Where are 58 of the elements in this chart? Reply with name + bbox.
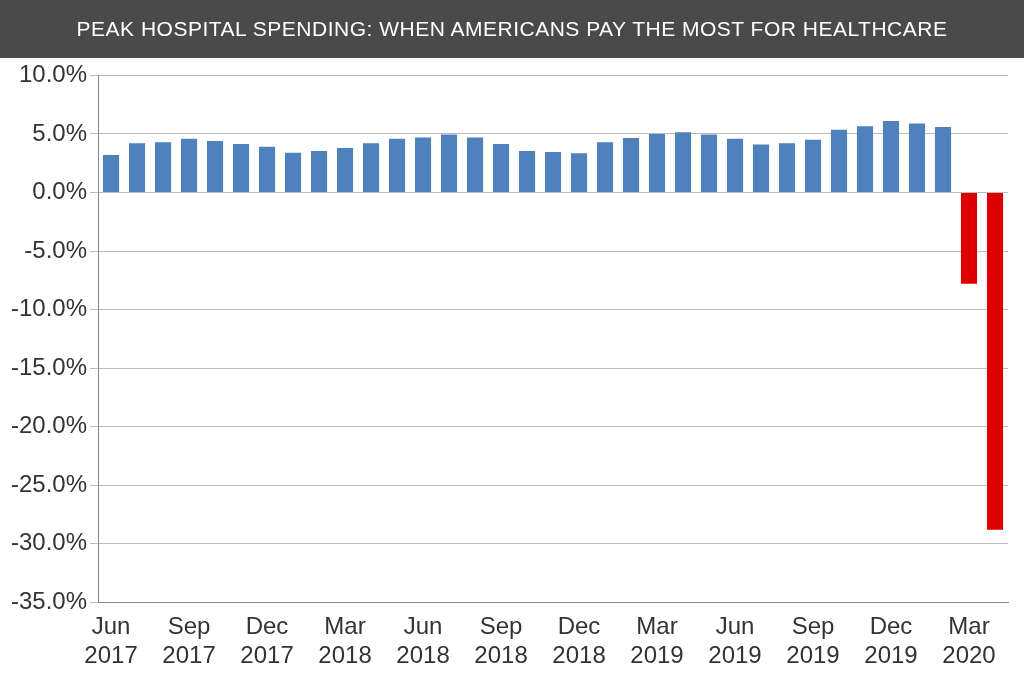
bar (804, 139, 822, 193)
bar (518, 150, 536, 193)
y-tick-label: 0.0% (32, 177, 88, 205)
x-tick-label: Sep 2019 (786, 612, 840, 669)
bar (466, 137, 484, 193)
bar (310, 150, 328, 193)
y-tick-label: -20.0% (11, 411, 88, 439)
bar (752, 144, 770, 193)
bar (726, 138, 744, 193)
x-tick-label: Mar 2019 (630, 612, 684, 669)
bar (362, 143, 380, 193)
bar (986, 193, 1004, 530)
y-tick-label: -35.0% (11, 587, 88, 615)
chart-title: PEAK HOSPITAL SPENDING: WHEN AMERICANS PAY THE MOST FOR HEALTHCARE (0, 0, 1024, 58)
y-tick-label: -5.0% (24, 235, 88, 263)
bar (180, 138, 198, 193)
bar (648, 133, 666, 193)
bar (102, 155, 120, 193)
bar (882, 121, 900, 193)
x-tick-label: Jun 2018 (396, 612, 450, 669)
bar (908, 123, 926, 193)
x-tick-label: Dec 2017 (240, 612, 294, 669)
y-tick-label: -10.0% (11, 294, 88, 322)
bar (232, 143, 250, 193)
bar (128, 143, 146, 193)
y-tick-label: -30.0% (11, 528, 88, 556)
x-tick-label: Dec 2018 (552, 612, 606, 669)
bar (830, 129, 848, 193)
bar (570, 153, 588, 193)
x-tick-label: Sep 2017 (162, 612, 216, 669)
bar (414, 137, 432, 193)
bar (960, 193, 978, 284)
bar (674, 132, 692, 193)
bar (440, 134, 458, 193)
bar (284, 152, 302, 193)
y-tick-label: -15.0% (11, 352, 88, 380)
bar (934, 126, 952, 193)
x-tick-label: Mar 2018 (318, 612, 372, 669)
bar (700, 134, 718, 193)
y-tick-label: -25.0% (11, 469, 88, 497)
x-tick-label: Mar 2020 (942, 612, 996, 669)
x-tick-label: Sep 2018 (474, 612, 528, 669)
bar (206, 140, 224, 193)
bar (544, 152, 562, 193)
bar (336, 148, 354, 193)
bar (856, 126, 874, 193)
bar (778, 143, 796, 193)
x-tick-label: Dec 2019 (864, 612, 918, 669)
y-tick-label: 10.0% (18, 60, 88, 88)
bar (492, 143, 510, 193)
bar (596, 142, 614, 193)
bar (258, 146, 276, 193)
bar (388, 138, 406, 193)
bar (154, 142, 172, 193)
x-tick-label: Jun 2017 (84, 612, 138, 669)
y-tick-label: 5.0% (32, 118, 88, 146)
bar (622, 138, 640, 193)
x-tick-label: Jun 2019 (708, 612, 762, 669)
